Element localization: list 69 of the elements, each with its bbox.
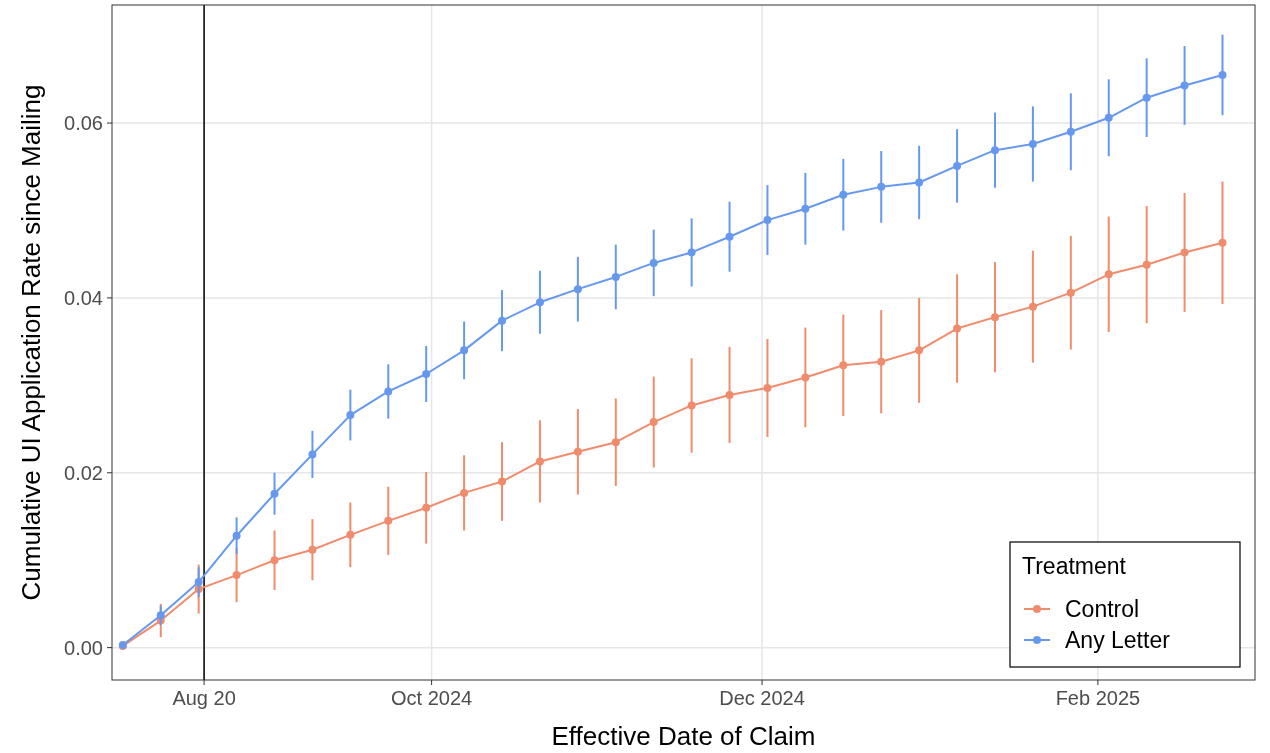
point	[839, 361, 848, 370]
point	[990, 313, 999, 322]
point	[725, 232, 734, 241]
point	[611, 438, 620, 447]
point	[232, 571, 241, 580]
point	[156, 611, 165, 620]
y-tick-label: 0.00	[64, 636, 103, 659]
point	[270, 556, 279, 565]
point	[1104, 113, 1113, 122]
point	[725, 390, 734, 399]
y-axis-title: Cumulative UI Application Rate since Mailing	[16, 84, 46, 601]
point	[573, 285, 582, 294]
point	[573, 447, 582, 456]
point	[801, 204, 810, 213]
point	[649, 418, 658, 427]
x-tick-label: Dec 2024	[719, 687, 805, 709]
point	[498, 477, 507, 486]
x-tick-label: Feb 2025	[1055, 687, 1141, 709]
x-tick-label: Oct 2024	[391, 687, 473, 709]
point	[1066, 127, 1075, 136]
point	[535, 298, 544, 307]
point	[535, 457, 544, 466]
point	[194, 578, 203, 587]
point	[1142, 93, 1151, 102]
point	[1142, 260, 1151, 269]
point	[1066, 288, 1075, 297]
legend-title: Treatment	[1022, 553, 1127, 579]
point	[1180, 248, 1189, 257]
point	[763, 383, 772, 392]
point	[915, 346, 924, 355]
point	[763, 216, 772, 225]
point	[384, 516, 393, 525]
point	[990, 146, 999, 155]
point	[1180, 81, 1189, 90]
point	[1028, 140, 1037, 149]
point	[1218, 70, 1227, 79]
point	[422, 369, 431, 378]
point	[384, 387, 393, 396]
point	[460, 488, 469, 497]
point	[839, 190, 848, 199]
point	[877, 182, 886, 191]
point	[422, 503, 431, 512]
point	[1028, 302, 1037, 311]
point	[953, 161, 962, 170]
point	[687, 401, 696, 410]
point	[308, 450, 317, 459]
legend-label: Any Letter	[1065, 627, 1171, 653]
point	[346, 411, 355, 420]
x-tick-label: Aug 20	[172, 687, 236, 709]
point	[460, 346, 469, 355]
y-tick-label: 0.06	[64, 112, 103, 135]
point	[498, 316, 507, 325]
point	[915, 178, 924, 187]
point	[1104, 270, 1113, 279]
point	[270, 489, 279, 498]
point	[877, 357, 886, 366]
y-tick-label: 0.04	[64, 286, 103, 309]
point	[1218, 238, 1227, 247]
point	[346, 530, 355, 539]
y-tick-label: 0.02	[64, 461, 103, 484]
legend-label: Control	[1065, 596, 1140, 622]
point	[611, 272, 620, 281]
point	[953, 324, 962, 333]
point	[687, 248, 696, 257]
x-axis-title: Effective Date of Claim	[551, 721, 816, 751]
point	[232, 531, 241, 540]
point	[649, 258, 658, 267]
point	[308, 545, 317, 554]
point	[801, 373, 810, 382]
